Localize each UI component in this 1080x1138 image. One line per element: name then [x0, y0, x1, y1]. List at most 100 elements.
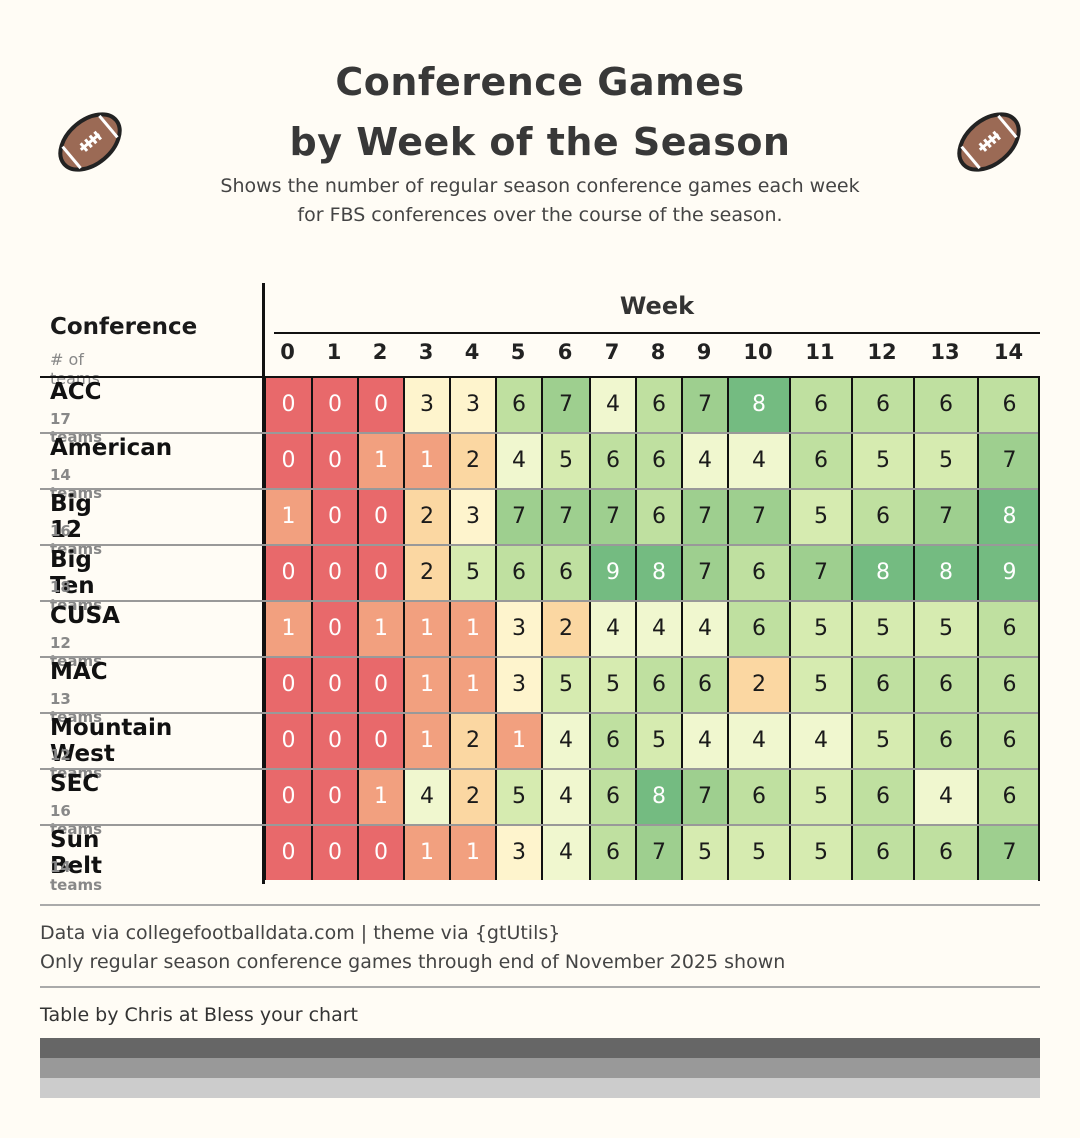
chart-title-line1: Conference Games	[335, 60, 745, 104]
heatmap-cell: 1	[264, 602, 311, 656]
heatmap-cell: 7	[495, 490, 541, 544]
heatmap-cell: 6	[495, 546, 541, 600]
stub-divider	[262, 283, 265, 884]
footer-stripe	[40, 1078, 1040, 1098]
heatmap-cell: 0	[264, 434, 311, 488]
footer-rule	[40, 986, 1040, 988]
heatmap-cell: 0	[264, 826, 311, 880]
heatmap-cell: 5	[589, 658, 635, 712]
week-label-8: 8	[650, 340, 666, 364]
heatmap-cell: 5	[851, 602, 913, 656]
heatmap-cell: 6	[635, 490, 681, 544]
conference-name: MAC	[50, 659, 108, 685]
conference-name: American	[50, 435, 173, 461]
chart-subtitle-line1: Shows the number of regular season confe…	[220, 175, 860, 197]
heatmap-cell: 7	[541, 378, 589, 432]
heatmap-cell: 6	[851, 490, 913, 544]
heatmap-cell: 6	[913, 658, 977, 712]
heatmap-cell: 6	[541, 546, 589, 600]
heatmap-cell: 3	[495, 658, 541, 712]
heatmap-cell: 6	[727, 546, 789, 600]
heatmap-cell: 6	[851, 826, 913, 880]
heatmap-cell: 5	[789, 602, 851, 656]
heatmap-cell: 6	[589, 434, 635, 488]
conference-name: CUSA	[50, 603, 120, 629]
heatmap-cell: 5	[449, 546, 495, 600]
heatmap-cell: 5	[789, 658, 851, 712]
heatmap-cell: 1	[403, 826, 449, 880]
heatmap-cell: 7	[913, 490, 977, 544]
heatmap-cell: 4	[589, 602, 635, 656]
heatmap-cell: 4	[727, 714, 789, 768]
heatmap-cell: 7	[977, 434, 1040, 488]
heatmap-cell: 3	[495, 602, 541, 656]
heatmap-cell: 0	[311, 658, 357, 712]
heatmap-cell: 4	[541, 770, 589, 824]
week-label-11: 11	[805, 340, 835, 364]
heatmap-cell: 5	[635, 714, 681, 768]
heatmap-cell: 5	[789, 490, 851, 544]
heatmap-cell: 5	[541, 434, 589, 488]
week-label-5: 5	[510, 340, 526, 364]
footer-stripe	[40, 1038, 1040, 1058]
conference-name: Sun Belt	[50, 827, 103, 879]
week-label-3: 3	[418, 340, 434, 364]
row-divider	[40, 600, 1040, 602]
heatmap-cell: 6	[495, 378, 541, 432]
heatmap-cell: 4	[727, 434, 789, 488]
heatmap-cell: 6	[681, 658, 727, 712]
heatmap-cell: 1	[449, 826, 495, 880]
heatmap-cell: 1	[449, 602, 495, 656]
heatmap-cell: 6	[977, 602, 1040, 656]
heatmap-cell: 5	[913, 434, 977, 488]
credit-line: Table by Chris at Bless your chart	[40, 1004, 358, 1026]
week-label-6: 6	[557, 340, 573, 364]
heatmap-cell: 6	[851, 378, 913, 432]
heatmap-cell: 0	[357, 546, 403, 600]
heatmap-cell: 1	[403, 434, 449, 488]
heatmap-cell: 0	[264, 378, 311, 432]
heatmap-cell: 1	[403, 714, 449, 768]
conference-name: SEC	[50, 771, 100, 797]
conference-name: ACC	[50, 379, 102, 405]
row-divider	[40, 768, 1040, 770]
row-divider	[40, 488, 1040, 490]
heatmap-cell: 2	[449, 714, 495, 768]
heatmap-cell: 5	[913, 602, 977, 656]
week-spanner-label: Week	[619, 292, 695, 320]
heatmap-cell: 1	[403, 602, 449, 656]
heatmap-cell: 0	[357, 378, 403, 432]
heatmap-cell: 6	[913, 826, 977, 880]
row-divider	[40, 432, 1040, 434]
heatmap-cell: 0	[357, 490, 403, 544]
heatmap-cell: 7	[635, 826, 681, 880]
heatmap-cell: 0	[311, 826, 357, 880]
heatmap-cell: 8	[727, 378, 789, 432]
table-right-edge	[1038, 377, 1040, 881]
heatmap-cell: 2	[449, 770, 495, 824]
chart-title-line2: by Week of the Season	[289, 120, 791, 164]
footer-rule	[40, 904, 1040, 906]
week-label-10: 10	[743, 340, 773, 364]
heatmap-cell: 2	[403, 546, 449, 600]
chart-subtitle-line2: for FBS conferences over the course of t…	[297, 204, 783, 226]
heatmap-cell: 0	[311, 602, 357, 656]
heatmap-cell: 4	[403, 770, 449, 824]
week-label-1: 1	[326, 340, 342, 364]
heatmap-cell: 8	[977, 490, 1040, 544]
heatmap-cell: 4	[681, 602, 727, 656]
heatmap-cell: 1	[357, 434, 403, 488]
heatmap-cell: 3	[449, 378, 495, 432]
heatmap-cell: 6	[913, 714, 977, 768]
heatmap-cell: 0	[264, 770, 311, 824]
heatmap-cell: 7	[681, 770, 727, 824]
row-divider	[40, 544, 1040, 546]
heatmap-cell: 6	[589, 826, 635, 880]
heatmap-cell: 4	[541, 714, 589, 768]
football-icon	[58, 112, 122, 172]
heatmap-cell: 0	[357, 826, 403, 880]
heatmap-cell: 5	[495, 770, 541, 824]
heatmap-cell: 6	[977, 714, 1040, 768]
heatmap-cell: 6	[589, 714, 635, 768]
heatmap-cell: 0	[311, 434, 357, 488]
